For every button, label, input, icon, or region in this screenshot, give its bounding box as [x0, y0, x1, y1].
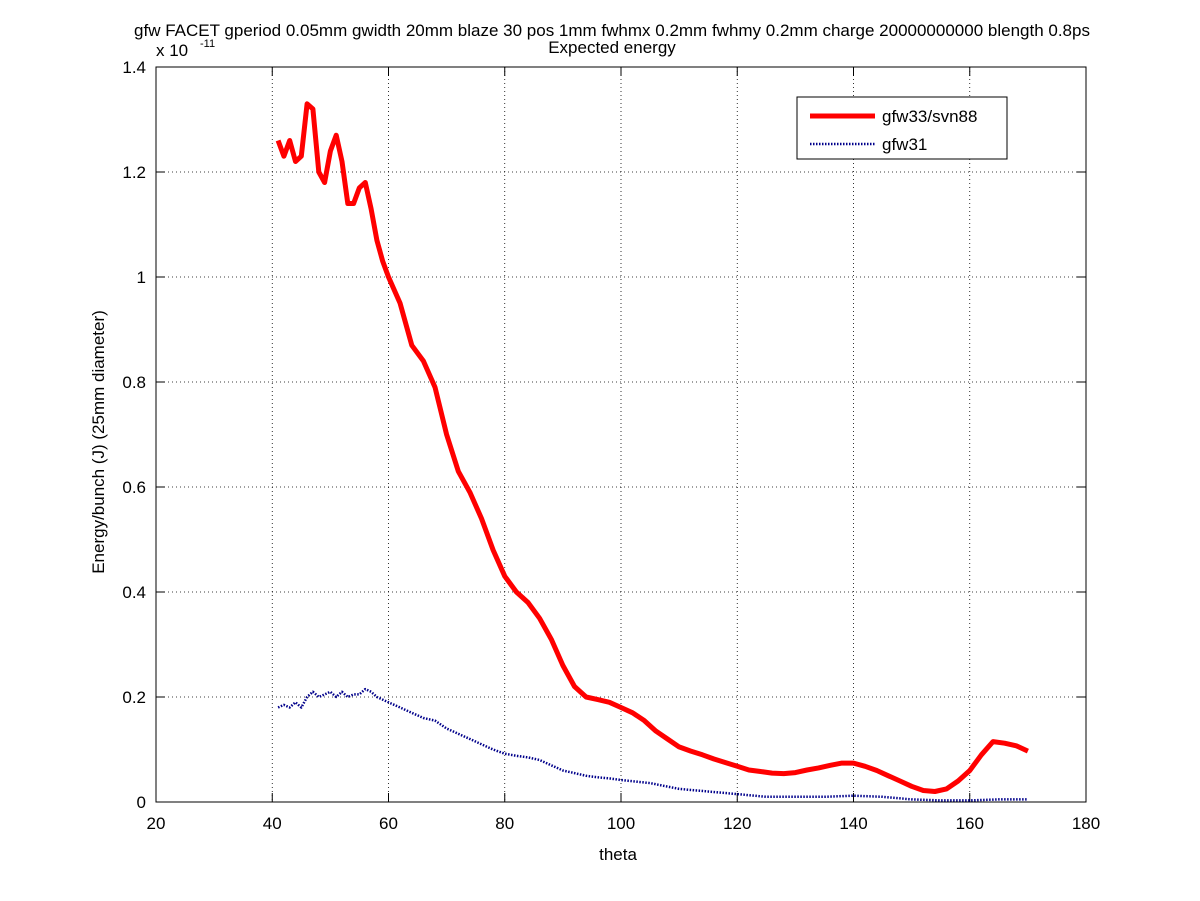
y-exponent-power: -11 [200, 38, 215, 50]
legend-label-gfw33-svn88: gfw33/svn88 [882, 107, 977, 126]
legend: gfw33/svn88 gfw31 [796, 96, 1008, 160]
x-tick-label: 60 [379, 814, 398, 833]
x-tick-label: 120 [723, 814, 751, 833]
y-axis-label: Energy/bunch (J) (25mm diameter) [89, 310, 108, 574]
x-tick-label: 160 [956, 814, 984, 833]
series-layer [275, 101, 1029, 802]
x-tick-label: 180 [1072, 814, 1100, 833]
chart-title-line-2: Expected energy [548, 38, 676, 57]
series-line-gfw31 [277, 687, 1028, 802]
series-line-gfw33-svn88 [275, 101, 1029, 794]
x-axis-label: theta [599, 845, 637, 864]
legend-box [796, 96, 1008, 160]
x-tick-label: 100 [607, 814, 635, 833]
x-tick-label: 80 [495, 814, 514, 833]
y-exponent-label: x 10 -11 [156, 38, 215, 60]
legend-label-gfw31: gfw31 [882, 135, 927, 154]
y-tick-label: 1.2 [122, 163, 146, 182]
ticks: 20 40 60 80 100 120 140 160 180 0 0.2 0.4 0.6 0.8 1 1.2… [122, 58, 1100, 833]
y-tick-label: 0 [137, 793, 146, 812]
y-tick-label: 0.6 [122, 478, 146, 497]
y-exponent-base: x 10 [156, 41, 188, 60]
y-tick-label: 1.4 [122, 58, 146, 77]
x-tick-label: 140 [839, 814, 867, 833]
y-tick-label: 0.4 [122, 583, 146, 602]
y-tick-label: 1 [137, 268, 146, 287]
y-tick-label: 0.8 [122, 373, 146, 392]
chart-title-line-1: gfw FACET gperiod 0.05mm gwidth 20mm bla… [134, 21, 1090, 40]
y-tick-label: 0.2 [122, 688, 146, 707]
x-tick-label: 40 [263, 814, 282, 833]
grid [156, 67, 1086, 802]
x-tick-label: 20 [147, 814, 166, 833]
